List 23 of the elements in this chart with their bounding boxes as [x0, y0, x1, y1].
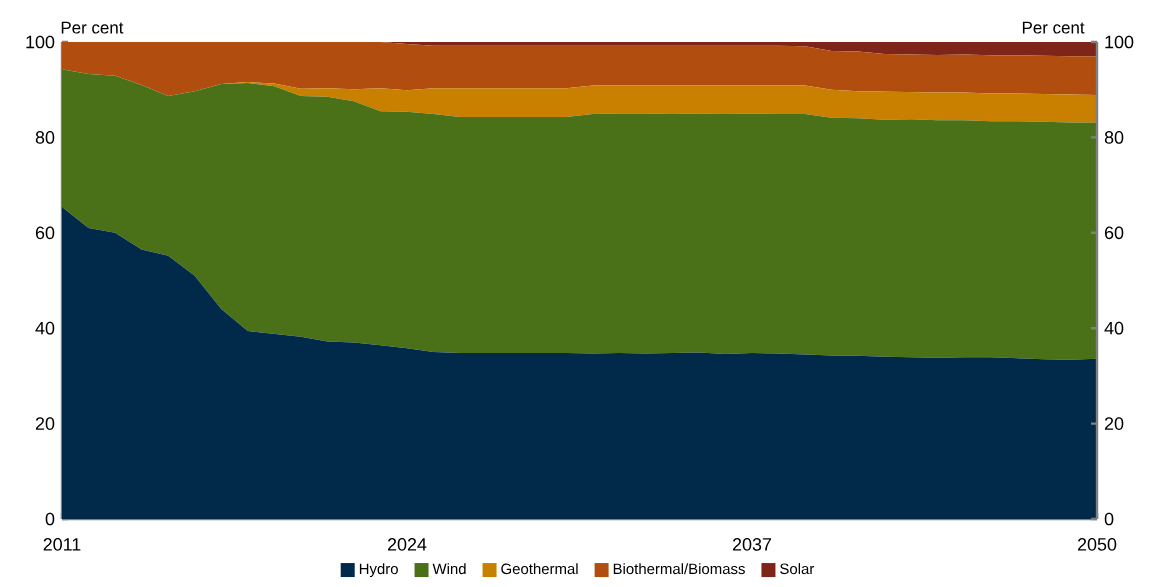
y2-tick-label: 60: [35, 226, 55, 240]
y-tick-label: 80: [1104, 131, 1124, 144]
text: Per cent: [61, 21, 124, 34]
legend-label: Hydro: [359, 563, 398, 578]
legend-label: Geothermal: [501, 563, 578, 575]
text: Per cent: [1022, 21, 1085, 34]
y-tick-label: 60: [1104, 226, 1124, 240]
x-tick-label: 2037: [732, 538, 772, 551]
legend-label: Wind: [432, 563, 466, 575]
legend-label: Solar: [780, 563, 815, 575]
x-tick-label: 2024: [387, 538, 427, 551]
y-tick-label: 20: [1104, 417, 1124, 430]
y2-tick-label: 20: [35, 417, 55, 430]
legend-label: Biothermal/Biomass: [613, 563, 745, 575]
y2-tick-label: 40: [35, 321, 55, 335]
y2-tick-label: 0: [45, 512, 55, 526]
x-tick-label: 2011: [43, 538, 81, 551]
y-tick-label: 100: [1105, 35, 1134, 49]
y2-tick-label: 80: [35, 131, 55, 144]
y-tick-label: 0: [1104, 512, 1114, 526]
y2-tick-label: 100: [26, 35, 55, 49]
y-tick-label: 40: [1104, 321, 1124, 335]
x-tick-label: 2050: [1077, 538, 1117, 551]
